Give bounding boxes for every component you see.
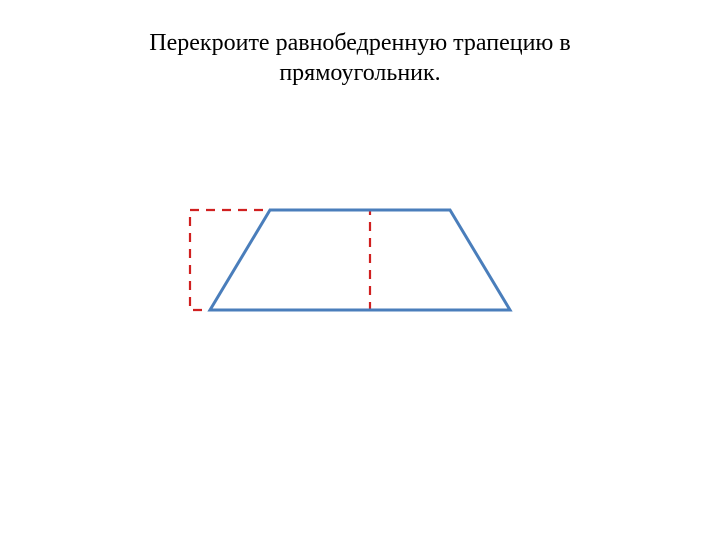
diagram-svg: [0, 0, 720, 540]
dashed-rectangle: [190, 210, 370, 310]
trapezoid-shape: [210, 210, 510, 310]
